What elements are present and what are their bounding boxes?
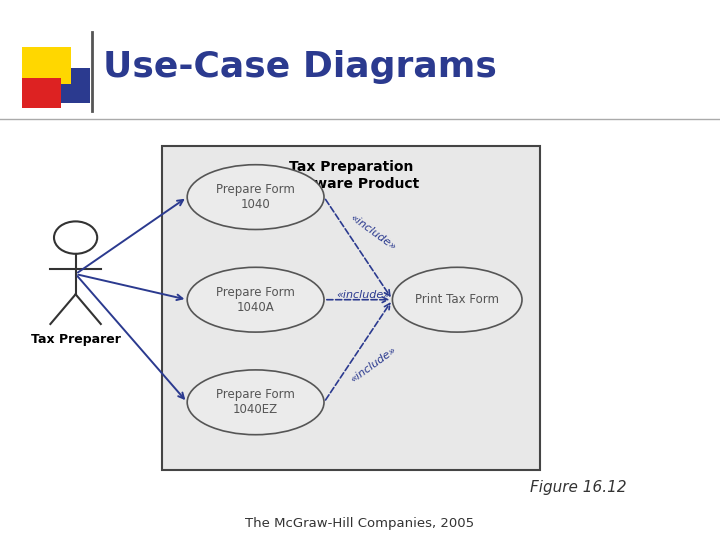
Bar [43, 68, 90, 103]
Text: «include»: «include» [336, 291, 391, 300]
Text: Print Tax Form: Print Tax Form [415, 293, 499, 306]
Ellipse shape [187, 267, 324, 332]
Text: «include»: «include» [348, 345, 397, 384]
Text: Use-Case Diagrams: Use-Case Diagrams [103, 51, 497, 84]
Text: Figure 16.12: Figure 16.12 [530, 480, 626, 495]
Text: Tax Preparation
Software Product: Tax Preparation Software Product [282, 160, 420, 191]
Text: «include»: «include» [348, 212, 397, 252]
Bar [22, 78, 61, 108]
Text: Prepare Form
1040EZ: Prepare Form 1040EZ [216, 388, 295, 416]
Ellipse shape [187, 370, 324, 435]
Text: The McGraw-Hill Companies, 2005: The McGraw-Hill Companies, 2005 [246, 517, 474, 530]
Ellipse shape [392, 267, 522, 332]
Text: Tax Preparer: Tax Preparer [31, 333, 120, 346]
Bar [162, 146, 540, 470]
Text: Prepare Form
1040: Prepare Form 1040 [216, 183, 295, 211]
Text: Prepare Form
1040A: Prepare Form 1040A [216, 286, 295, 314]
Ellipse shape [187, 165, 324, 230]
Bar [22, 47, 71, 84]
